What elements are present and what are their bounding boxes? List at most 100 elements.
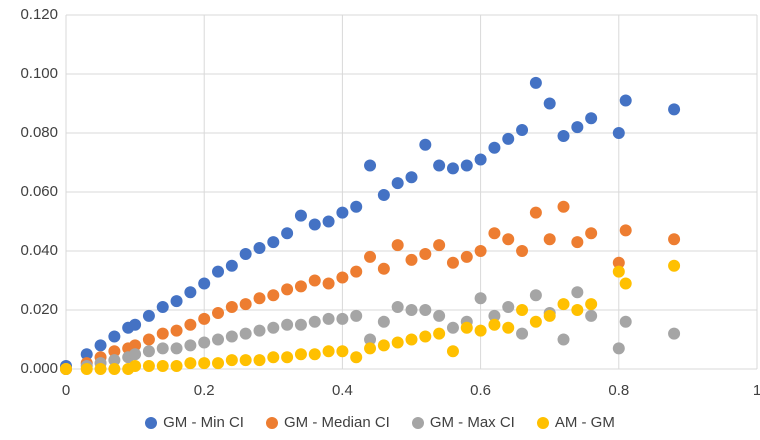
point [405,333,418,346]
point [529,289,542,302]
x-tick-label: 0.2 [194,382,215,399]
legend: GM - Min CI GM - Median CI GM - Max CI AM -… [0,405,760,440]
point [377,315,390,328]
point [294,348,307,361]
point [212,265,225,278]
point [294,209,307,222]
point [239,354,252,367]
point [571,286,584,299]
point [350,351,363,364]
point [294,318,307,331]
point [322,215,335,228]
point [516,124,529,137]
y-tick-label: 0.020 [20,301,58,318]
point [108,354,121,367]
point [516,304,529,316]
point [446,162,459,175]
point [585,112,598,125]
point [322,345,335,358]
point [308,315,321,328]
x-tick-label: 0.8 [608,382,629,399]
y-tick-label: 0.100 [20,65,58,82]
point [184,357,197,370]
point [308,348,321,361]
x-tick-label: 0 [62,382,70,399]
point [433,309,446,322]
legend-item: GM - Max CI [411,414,515,431]
point [557,298,570,311]
point [543,233,556,246]
point [377,339,390,352]
point [571,304,584,316]
point [364,342,377,355]
point [488,141,501,154]
point [322,277,335,290]
point [474,245,487,257]
point [198,312,211,325]
point [156,327,169,340]
point [60,363,72,375]
point [308,274,321,287]
point [156,360,169,373]
point [225,301,238,314]
point [474,153,487,166]
point [405,253,418,266]
x-tick-label: 0.6 [470,382,491,399]
point [170,342,183,355]
point [364,250,377,263]
point [80,363,93,375]
point [108,345,121,358]
point [557,200,570,213]
point [612,265,625,278]
point [212,333,225,346]
point [585,298,598,311]
point [281,227,294,240]
point [267,321,280,334]
point [433,159,446,172]
legend-label: GM - Median CI [283,414,390,431]
point [460,250,473,263]
point [336,271,349,284]
point [433,239,446,252]
point [619,315,632,328]
point [543,309,556,322]
point [612,342,625,355]
y-tick-label: 0.000 [20,360,58,377]
point [668,327,681,340]
point [529,315,542,328]
point [391,301,404,314]
point [336,345,349,358]
point [184,318,197,331]
point [460,159,473,172]
point [267,236,280,249]
legend-marker [145,416,158,429]
point [502,233,515,246]
point [198,357,211,370]
point [142,360,155,373]
point [170,324,183,337]
point [170,360,183,373]
point [364,159,377,172]
point [212,306,225,319]
point [668,259,681,272]
legend-label: AM - GM [554,414,615,431]
point [184,339,197,352]
point [239,247,252,260]
point [585,227,598,240]
point [267,351,280,364]
point [502,321,515,334]
point [419,247,432,260]
legend-marker [411,416,424,429]
point [488,309,501,322]
point [239,298,252,311]
point [129,339,142,352]
point [142,345,155,358]
point [142,309,155,322]
point [446,321,459,334]
point [502,301,515,314]
point [156,301,169,314]
point [350,265,363,278]
point [619,277,632,290]
y-tick-label: 0.040 [20,242,58,259]
point [433,327,446,340]
